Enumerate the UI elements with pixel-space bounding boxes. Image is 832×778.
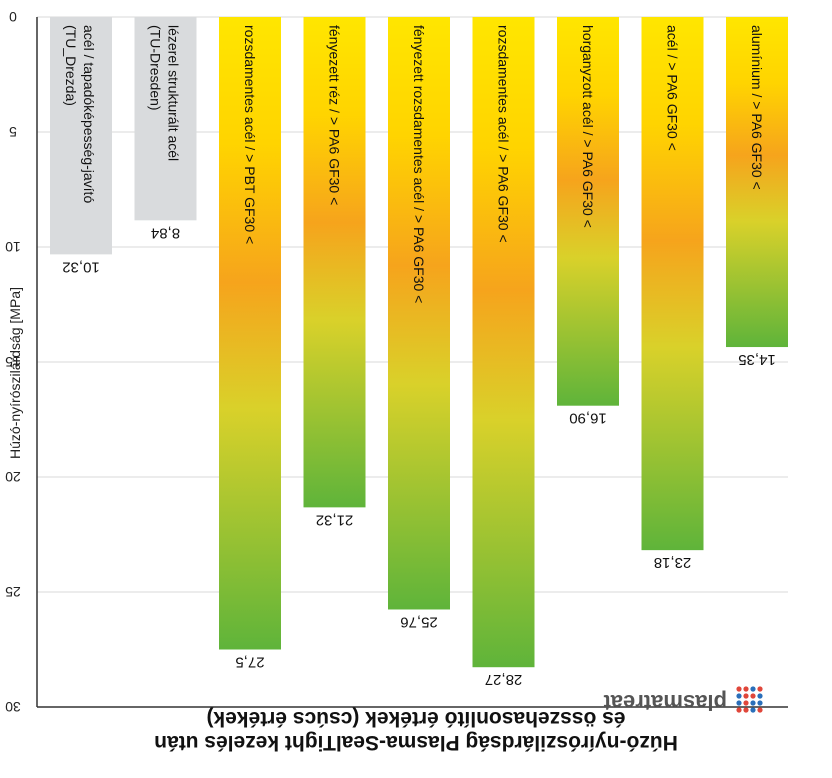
logo-dot [750, 700, 756, 706]
category-label: fényezett réz / > PA6 GF30 < [327, 25, 343, 205]
logo-dot [743, 693, 749, 699]
category-label: alumínium / > PA6 GF30 < [749, 25, 765, 190]
logo-dot [750, 693, 756, 699]
logo-dot [743, 686, 749, 692]
category-label: lézerel strukturált acél(TU-Dresden) [148, 25, 182, 161]
logo-dot [757, 693, 763, 699]
logo-dot [736, 693, 742, 699]
category-label: acél / > PA6 GF30 < [665, 25, 681, 151]
bar [557, 17, 619, 406]
category-label-line: rozsdamentes acél / > PA6 GF30 < [496, 25, 512, 243]
value-label: 16,90 [569, 410, 607, 427]
category-label: acél / tapadóképesség-javító(TU_Drezda) [63, 25, 97, 203]
logo-dot [750, 686, 756, 692]
bar-labels: alumínium / > PA6 GF30 < acél / > PA6 GF3… [63, 25, 765, 303]
category-label-line: horganyzott acél / > PA6 GF30 < [580, 25, 596, 228]
value-label: 25,76 [400, 613, 438, 630]
category-label: rozsdamentes acél / > PBT GF30 < [242, 25, 258, 244]
category-label-line: (TU_Drezda) [63, 25, 79, 106]
logo-dot [736, 700, 742, 706]
category-label-line: fényezett rozsdamentes acél / > PA6 GF30… [411, 25, 427, 303]
bar [726, 17, 788, 348]
category-label-line: acél / tapadóképesség-javító [81, 25, 97, 203]
bars [50, 17, 788, 668]
category-label-line: (TU-Dresden) [148, 25, 164, 111]
value-label: 27,5 [235, 654, 264, 671]
bar [472, 17, 535, 668]
bar [134, 17, 197, 221]
value-label: 23,18 [654, 554, 692, 571]
y-tick-label: 25 [5, 584, 21, 600]
y-axis: 0 5 10 15 20 25 30 [5, 9, 788, 715]
category-label-line: acél / > PA6 GF30 < [665, 25, 681, 151]
logo-dot [750, 707, 756, 713]
y-tick-label: 15 [5, 354, 21, 370]
logo-dot [757, 707, 763, 713]
value-label: 28,27 [485, 671, 523, 688]
y-tick-label: 30 [5, 699, 21, 715]
value-label: 10,32 [62, 258, 100, 275]
bar [50, 17, 112, 255]
chart-title: Húzó-nyírószilárdság Plasma-SealTight ke… [154, 731, 678, 754]
logo-dot [743, 707, 749, 713]
y-tick-label: 0 [9, 9, 17, 25]
category-label: horganyzott acél / > PA6 GF30 < [580, 25, 596, 228]
y-tick-label: 20 [5, 469, 21, 485]
category-label-line: alumínium / > PA6 GF30 < [749, 25, 765, 190]
category-label-line: lézerel strukturált acél [166, 25, 182, 161]
category-label-line: rozsdamentes acél / > PBT GF30 < [242, 25, 258, 244]
value-label: 14,35 [738, 351, 776, 368]
value-label: 8,84 [151, 224, 180, 241]
logo-dot [736, 686, 742, 692]
value-labels: 14,35 23,18 16,90 28,27 25,76 21,32 27,5 8,84 10… [62, 224, 776, 688]
logo-dot [757, 686, 763, 692]
logo-dot [757, 700, 763, 706]
category-label: fényezett rozsdamentes acél / > PA6 GF30… [411, 25, 427, 303]
plasmatreat-logo: plasmatreat [603, 686, 763, 715]
category-label: rozsdamentes acél / > PA6 GF30 < [496, 25, 512, 243]
logo-dots-icon [736, 686, 763, 713]
y-axis-label: Húzó-nyírószilárdság [MPa] [7, 287, 23, 459]
value-label: 21,32 [316, 511, 354, 528]
logo-dot [743, 700, 749, 706]
chart-subtitle: és összehasonlító értékek (csúcs értékek… [206, 707, 625, 730]
bar [641, 17, 704, 551]
logo-text: plasmatreat [603, 690, 727, 715]
bar [388, 17, 450, 610]
y-tick-label: 5 [9, 124, 17, 140]
y-tick-label: 10 [5, 239, 21, 255]
category-label-line: fényezett réz / > PA6 GF30 < [327, 25, 343, 205]
chart-body: alumínium / > PA6 GF30 < acél / > PA6 GF3… [5, 9, 788, 754]
bar [303, 17, 366, 508]
bar [219, 17, 281, 650]
logo-dot [736, 707, 742, 713]
